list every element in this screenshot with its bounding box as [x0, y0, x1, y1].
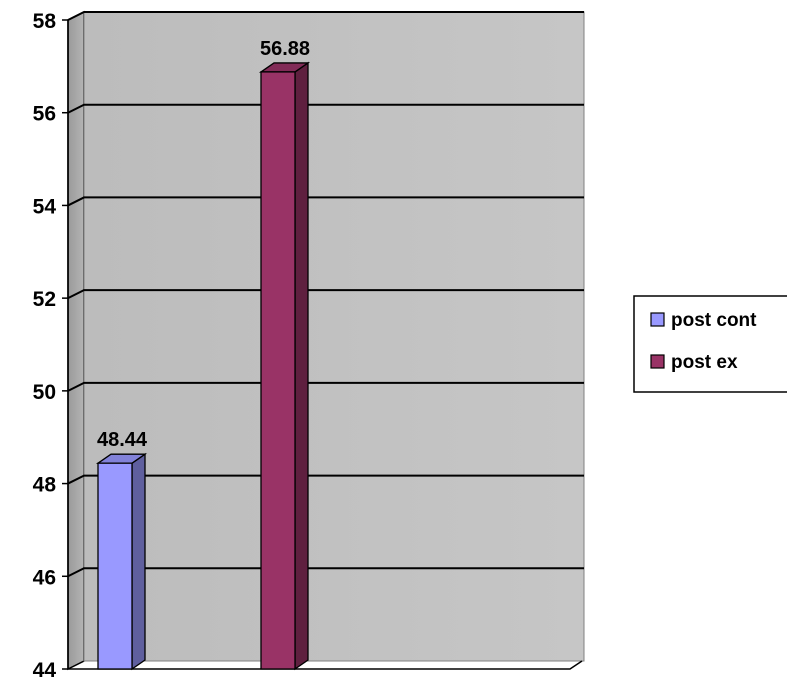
gridline: [67, 196, 584, 207]
data-label-post-cont: 48.44: [97, 429, 148, 451]
gridline: [67, 11, 584, 21]
legend-label-post-cont: post cont: [671, 310, 757, 331]
y-tick-label: 58: [33, 10, 57, 33]
gridline: [67, 567, 584, 578]
y-tick-label: 50: [33, 381, 56, 404]
bar-side-post-cont: [131, 452, 146, 671]
plot-wall: [83, 11, 585, 662]
bar-post-ex: [260, 71, 296, 670]
legend-label-post-ex: post ex: [671, 352, 738, 373]
y-tick-label: 46: [33, 566, 56, 589]
bar-side-post-ex: [294, 61, 309, 671]
y-tick-label: 54: [33, 195, 57, 218]
legend-swatch-post-ex: [650, 354, 665, 369]
legend-box: [633, 295, 787, 393]
y-tick-label: 48: [33, 474, 57, 497]
legend-swatch-post-cont: [650, 312, 665, 327]
y-tick-label: 44: [33, 659, 57, 682]
gridline: [67, 474, 584, 485]
y-tick-label: 56: [33, 103, 56, 126]
floor-edge: [68, 660, 583, 670]
gridline: [67, 289, 584, 300]
gridline: [67, 103, 584, 114]
bar-post-cont: [97, 462, 133, 670]
y-tick-label: 52: [33, 288, 56, 311]
gridline: [67, 381, 584, 392]
data-label-post-ex: 56.88: [260, 38, 310, 60]
